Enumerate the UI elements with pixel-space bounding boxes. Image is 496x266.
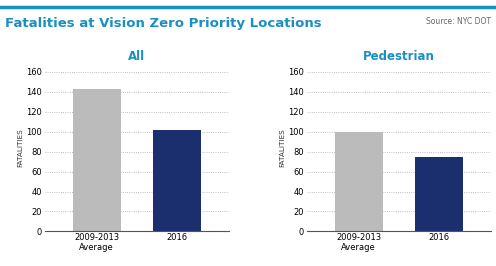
- Y-axis label: FATALITIES: FATALITIES: [17, 128, 23, 167]
- Text: Fatalities at Vision Zero Priority Locations: Fatalities at Vision Zero Priority Locat…: [5, 17, 321, 30]
- Title: Pedestrian: Pedestrian: [363, 50, 435, 63]
- Y-axis label: FATALITIES: FATALITIES: [279, 128, 285, 167]
- Bar: [335, 132, 383, 231]
- Title: All: All: [128, 50, 145, 63]
- Bar: [73, 89, 121, 231]
- Bar: [415, 157, 463, 231]
- Bar: [153, 130, 201, 231]
- Text: Source: NYC DOT: Source: NYC DOT: [426, 17, 491, 26]
